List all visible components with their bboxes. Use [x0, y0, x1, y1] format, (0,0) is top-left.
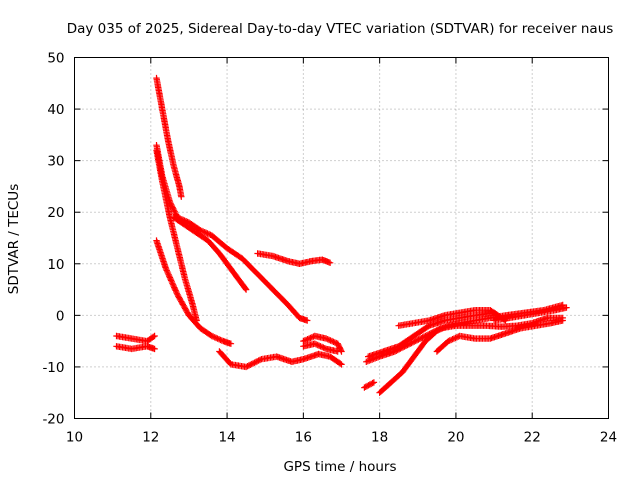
series-arc-7 — [153, 237, 235, 347]
y-axis-label: SDTVAR / TECUs — [6, 184, 22, 294]
x-tick-label: 18 — [371, 430, 388, 446]
x-tick-label: 16 — [295, 430, 312, 446]
y-tick-label: 10 — [47, 257, 64, 273]
series-arc-2 — [113, 343, 158, 353]
y-tick-label: 0 — [56, 308, 65, 324]
x-axis-label: GPS time / hours — [283, 459, 396, 475]
series-arc-1 — [113, 332, 158, 345]
series-arc-11 — [300, 340, 341, 355]
x-tick-label: 14 — [218, 430, 235, 446]
point-markers — [363, 314, 566, 365]
point-markers — [254, 250, 334, 267]
y-tick-label: 40 — [47, 102, 64, 118]
point-markers — [300, 332, 345, 355]
data-points — [113, 74, 570, 396]
axis-ticks: 10 12 14 16 18 20 22 24 -20 -10 0 10 20 30 40 50 — [42, 51, 617, 446]
x-tick-label: 20 — [447, 430, 464, 446]
series-arc-9 — [254, 250, 334, 267]
point-markers — [216, 348, 345, 371]
x-tick-label: 24 — [600, 430, 617, 446]
chart-title: Day 035 of 2025, Sidereal Day-to-day VTE… — [67, 21, 614, 37]
series-arc-5 — [153, 147, 200, 324]
x-tick-label: 22 — [524, 430, 541, 446]
series-arc-8 — [216, 348, 345, 371]
series-arc-6 — [170, 214, 250, 293]
point-markers — [300, 340, 341, 355]
y-tick-label: -10 — [42, 360, 64, 376]
point-markers — [170, 214, 250, 293]
y-tick-label: 50 — [47, 51, 64, 67]
point-markers — [395, 307, 502, 329]
point-markers — [490, 304, 570, 324]
point-markers — [361, 379, 378, 391]
y-tick-label: 30 — [47, 154, 64, 170]
y-tick-label: 20 — [47, 205, 64, 221]
series-arc-12 — [361, 379, 378, 391]
y-tick-label: -20 — [42, 412, 64, 428]
point-markers — [153, 147, 200, 324]
series-arc-10 — [300, 332, 345, 355]
point-markers — [113, 343, 158, 353]
series-arc-17 — [433, 317, 566, 355]
plot-frame — [74, 57, 609, 419]
x-tick-label: 12 — [142, 430, 159, 446]
series-arc-3 — [153, 74, 185, 200]
point-markers — [153, 74, 185, 200]
series-arc-18 — [490, 304, 570, 324]
point-markers — [113, 332, 158, 345]
point-markers — [433, 317, 566, 355]
x-tick-label: 10 — [66, 430, 83, 446]
series-arc-14 — [363, 314, 566, 365]
point-markers — [153, 237, 235, 347]
series-arc-16 — [395, 307, 502, 329]
